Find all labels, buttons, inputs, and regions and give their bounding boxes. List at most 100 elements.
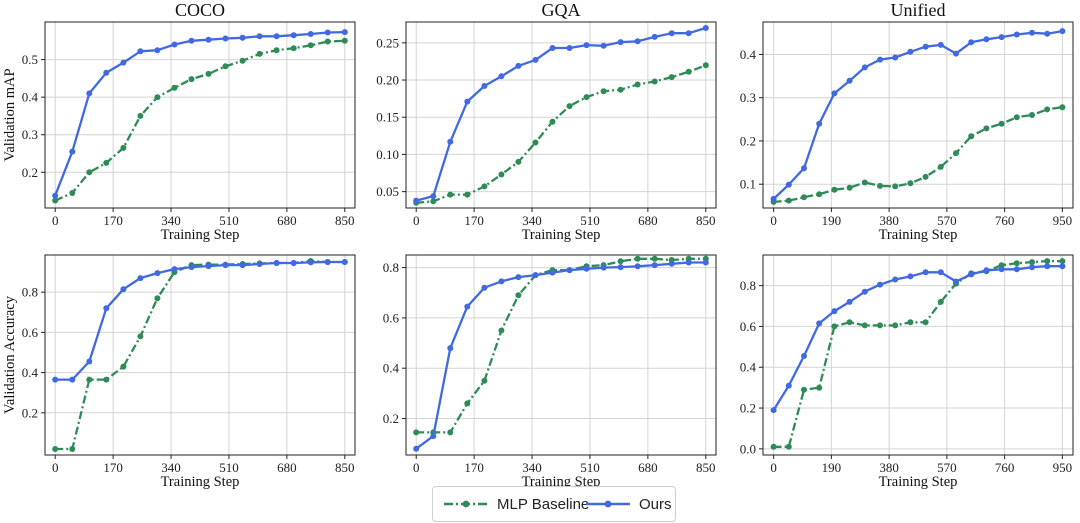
data-point-mlp-baseline: [1044, 258, 1051, 265]
y-tick-label: 0.2: [740, 133, 756, 148]
data-point-mlp-baseline: [137, 333, 144, 340]
x-tick-label: 340: [522, 213, 542, 228]
y-tick-label: 0.20: [376, 73, 399, 88]
data-point-mlp-baseline: [907, 319, 914, 326]
data-point-ours: [120, 59, 127, 66]
x-tick-label: 760: [995, 213, 1015, 228]
y-tick-label: 0.15: [376, 110, 399, 125]
x-tick-label: 510: [219, 213, 239, 228]
series-line-mlp-baseline: [416, 64, 707, 204]
data-point-mlp-baseline: [120, 144, 127, 151]
data-point-ours: [52, 376, 59, 383]
data-point-mlp-baseline: [307, 42, 314, 49]
data-point-mlp-baseline: [892, 183, 899, 190]
data-point-ours: [188, 264, 195, 271]
data-point-mlp-baseline: [69, 446, 76, 452]
data-point-mlp-baseline: [532, 139, 539, 146]
data-point-mlp-baseline: [290, 45, 297, 52]
y-tick-label: 0.4: [22, 365, 39, 380]
data-point-ours: [785, 382, 792, 389]
x-tick-label: 340: [522, 460, 542, 475]
data-point-mlp-baseline: [515, 292, 522, 299]
data-point-ours: [188, 37, 195, 44]
data-point-ours: [103, 305, 110, 312]
data-point-ours: [583, 42, 590, 49]
data-point-mlp-baseline: [831, 323, 838, 330]
x-axis-label: Training Step: [879, 227, 958, 243]
data-point-mlp-baseline: [702, 62, 709, 69]
x-axis-label: Training Step: [879, 474, 958, 490]
data-point-ours: [86, 90, 93, 97]
x-tick-label: 170: [103, 213, 123, 228]
y-axis-label: Validation mAP: [2, 68, 18, 161]
data-point-mlp-baseline: [816, 191, 823, 198]
data-point-ours: [324, 259, 331, 265]
data-point-ours: [846, 298, 853, 305]
data-point-mlp-baseline: [968, 133, 975, 140]
data-point-mlp-baseline: [600, 88, 607, 95]
data-point-ours: [481, 284, 488, 291]
data-point-ours: [892, 276, 899, 283]
plot-frame: [44, 21, 356, 209]
series-line-mlp-baseline: [773, 106, 1063, 204]
data-point-ours: [1013, 266, 1020, 273]
chart-panel-coco-map: 0 170 340 510 680 850 0.2 0.3 0.4 0.5 COCO Training…: [2, 0, 356, 243]
data-point-ours: [447, 138, 454, 145]
data-point-ours: [307, 31, 314, 37]
x-axis-label: Training Step: [161, 227, 240, 243]
data-point-ours: [953, 50, 959, 57]
y-tick-label: 0.2: [740, 401, 756, 416]
data-point-mlp-baseline: [651, 78, 658, 85]
plot-frame: [405, 21, 717, 209]
data-point-ours: [634, 263, 641, 270]
data-point-mlp-baseline: [1013, 260, 1020, 267]
x-tick-label: 680: [277, 460, 297, 475]
data-point-ours: [239, 262, 246, 269]
data-point-ours: [256, 261, 263, 267]
data-point-mlp-baseline: [668, 74, 675, 81]
y-tick-label: 0.4: [383, 361, 400, 376]
data-point-ours: [998, 34, 1005, 41]
x-tick-label: 850: [696, 460, 716, 475]
data-point-ours: [549, 269, 556, 276]
series-line-mlp-baseline: [416, 257, 706, 434]
data-point-ours: [922, 43, 929, 50]
data-point-ours: [532, 56, 539, 63]
series-line-mlp-baseline: [54, 39, 345, 202]
x-tick-label: 570: [937, 213, 957, 228]
x-tick-label: 680: [277, 213, 297, 228]
data-point-ours: [307, 259, 314, 266]
chart-panel-unified-acc: 0 190 380 570 760 950 0.0 0.2 0.4 0.6 0.8 Training …: [740, 254, 1074, 490]
data-point-ours: [273, 260, 280, 266]
data-point-ours: [290, 260, 297, 266]
y-tick-label: 0.6: [22, 325, 39, 340]
data-point-mlp-baseline: [1029, 112, 1035, 118]
data-point-mlp-baseline: [617, 258, 624, 265]
series-line-ours: [415, 261, 706, 450]
data-point-ours: [171, 41, 178, 48]
data-point-mlp-baseline: [464, 400, 471, 407]
data-point-ours: [983, 267, 990, 274]
data-point-ours: [634, 38, 641, 45]
data-point-mlp-baseline: [953, 150, 959, 157]
data-point-ours: [1044, 263, 1051, 270]
data-point-ours: [532, 272, 539, 279]
data-point-mlp-baseline: [52, 197, 59, 204]
data-point-ours: [846, 77, 853, 84]
x-tick-label: 170: [464, 213, 484, 228]
data-point-mlp-baseline: [413, 429, 420, 436]
legend-item-ours: Ours: [585, 494, 672, 514]
data-point-ours: [770, 195, 777, 202]
data-point-mlp-baseline: [222, 63, 229, 70]
data-point-ours: [515, 62, 522, 69]
data-point-ours: [154, 47, 161, 54]
data-point-ours: [861, 64, 868, 71]
data-point-ours: [998, 266, 1005, 273]
y-tick-label: 0.4: [740, 47, 757, 62]
y-axis-label: Validation Accuracy: [2, 295, 18, 414]
data-point-ours: [1029, 264, 1035, 271]
data-point-ours: [685, 259, 692, 266]
data-point-mlp-baseline: [685, 68, 692, 75]
data-point-ours: [154, 270, 161, 277]
data-point-mlp-baseline: [549, 118, 556, 125]
